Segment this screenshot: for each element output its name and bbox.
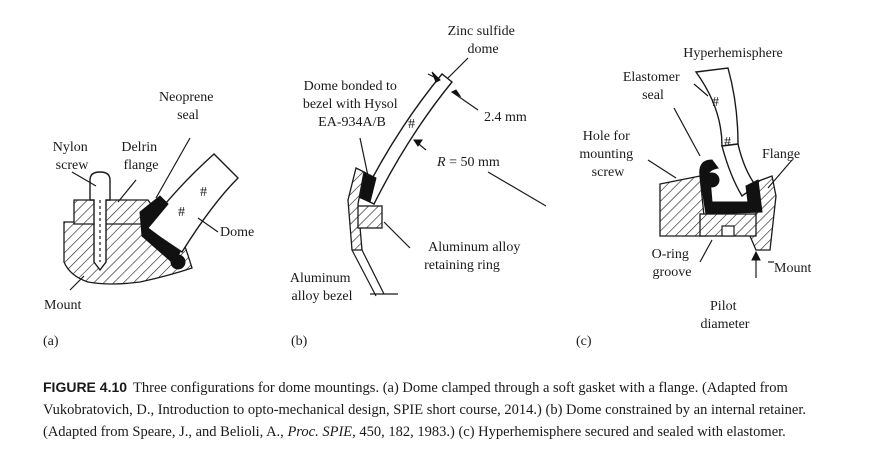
label-flange-c: Flange [762,147,800,162]
figure-number: FIGURE 4.10 [43,379,128,395]
panel-a-drawing: # # [63,137,239,291]
caption-text-1: Three configurations for dome mountings.… [43,380,806,440]
label-hyperhemisphere: Hyperhemisphere [683,46,783,61]
elastomer-seal [699,159,763,215]
label-oring-groove: O-ring groove [652,247,693,280]
label-neoprene-seal: Neoprene seal [159,90,217,123]
label-elastomer-seal: Elastomer seal [623,70,683,103]
neoprene-seal [139,195,181,265]
label-thickness: 2.4 mm [484,110,527,125]
panel-label-b: (b) [291,334,308,349]
label-dome-bonded: Dome bonded to bezel with Hysol EA-934A/… [303,79,401,130]
figure-caption: FIGURE 4.10 Three configurations for dome… [43,376,833,443]
svg-text:#: # [178,205,185,220]
label-radius: R = 50 mm [436,155,500,170]
label-mount-a: Mount [44,298,81,313]
svg-text:#: # [200,185,207,200]
dome-b [361,73,453,205]
svg-text:#: # [712,95,719,110]
label-pilot-diameter: Pilot diameter [701,299,750,332]
retaining-ring [357,205,383,229]
panel-label-c: (c) [576,334,592,349]
label-mount-c: Mount [774,261,811,276]
mount-c-left [659,175,707,237]
label-dome-a: Dome [220,225,254,240]
label-retaining-ring: Aluminum alloy retaining ring [424,240,524,273]
label-delrin-flange: Delrin flange [121,140,160,173]
svg-text:#: # [408,117,415,132]
panel-c-drawing: # # [647,67,793,278]
label-hole-for-screw: Hole for mounting screw [579,129,636,180]
caption-journal: Proc. SPIE [287,424,353,440]
panel-b-drawing: # [347,57,547,297]
label-bezel: Aluminum alloy bezel [290,271,354,304]
label-zinc-sulfide-dome: Zinc sulfide dome [448,24,519,57]
panel-label-a: (a) [43,334,59,349]
svg-text:#: # [724,135,731,150]
label-nylon-screw: Nylon screw [53,140,92,173]
caption-text-2: , 450, 182, 1983.) (c) Hyperhemisphere s… [352,424,786,440]
